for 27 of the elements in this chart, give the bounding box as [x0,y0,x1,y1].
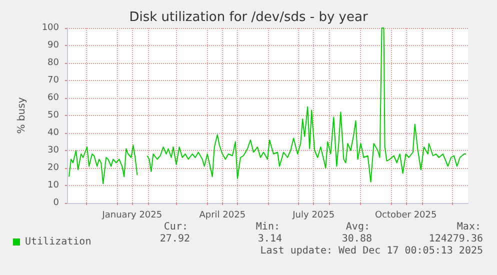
y-axis-title: % busy [16,97,28,134]
x-tick-label: October 2025 [374,210,437,220]
y-tick-label: 30 [48,146,60,156]
y-tick-label: 0 [53,198,60,208]
chart-title: Disk utilization for /dev/sds - by year [129,10,368,25]
y-tick-label: 90 [48,40,60,50]
text: Max: [456,222,481,232]
text: 124279.36 [428,234,483,244]
y-tick-label: 80 [48,58,60,68]
y-tick-label: 50 [48,110,60,120]
text: Min: [256,222,280,232]
y-tick-label: 100 [42,23,60,33]
x-tick-label: April 2025 [199,210,246,220]
y-tick-label: 40 [48,128,60,138]
y-tick-label: 10 [48,180,60,190]
legend-label: Utilization [25,236,92,248]
x-tick-label: January 2025 [101,210,162,220]
text: 30.88 [342,234,372,244]
text: 3.14 [258,234,282,244]
y-tick-label: 70 [48,76,60,86]
text: 27.92 [160,234,190,244]
x-tick-label: July 2025 [292,210,335,220]
y-tick-label: 60 [48,93,60,103]
text: Last update: Wed Dec 17 00:05:13 2025 [260,246,484,256]
y-tick-label: 20 [48,163,60,173]
text: Avg: [346,222,370,232]
text: Cur: [164,222,188,232]
